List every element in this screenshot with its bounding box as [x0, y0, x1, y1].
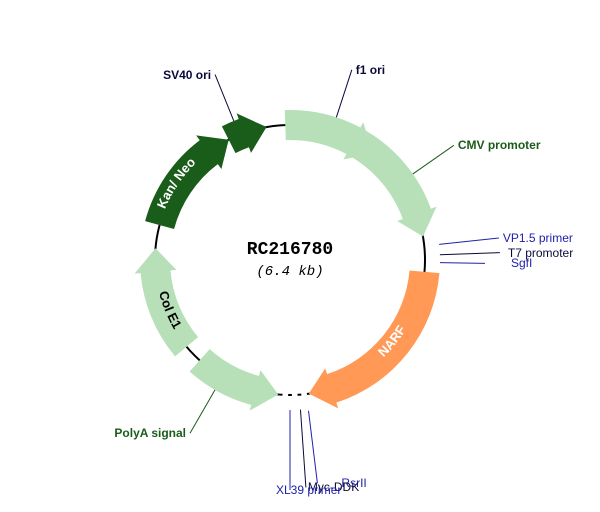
feature-kan-neo: [145, 135, 229, 229]
annotation-label: PolyA signal: [114, 426, 186, 440]
leader-line: [439, 238, 499, 244]
leader-line: [336, 70, 351, 118]
plasmid-size: (6.4 kb): [230, 264, 350, 280]
annotation-label: SV40 ori: [163, 68, 211, 82]
leader-line: [308, 409, 317, 483]
feature-sv40-ori: [222, 113, 267, 153]
annotation-label: f1 ori: [356, 63, 385, 77]
feature-narf: [309, 270, 440, 408]
leader-line: [215, 75, 234, 121]
annotation-label: CMV promoter: [458, 138, 541, 152]
annotation-label: VP1.5 primer: [503, 231, 573, 245]
feature-f1-ori: [285, 110, 373, 159]
annotation-label: XL39 primer: [276, 483, 341, 497]
leader-line: [440, 253, 500, 255]
leader-line: [413, 145, 454, 174]
leader-line: [440, 263, 485, 264]
plasmid-name: RC216780: [230, 240, 350, 260]
annotation-label: SgfI: [511, 256, 532, 270]
leader-line: [300, 410, 305, 488]
feature-polya-signal: [190, 349, 279, 411]
leader-line: [190, 390, 215, 433]
